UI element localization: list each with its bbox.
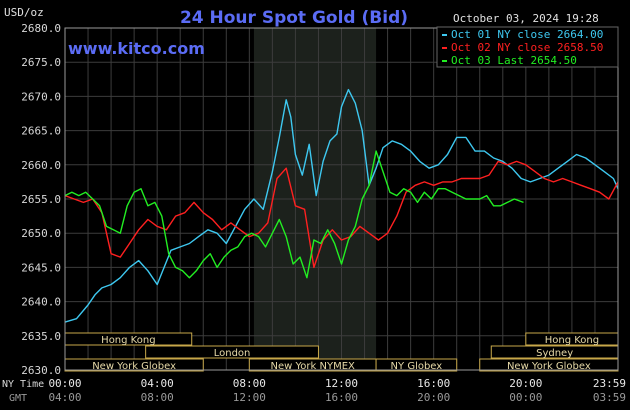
session-layer: Hong Kong London New York Globex New York N…	[64, 332, 619, 372]
y-tick-label: 2645.0	[21, 261, 61, 274]
y-tick-label: 2630.0	[21, 364, 61, 377]
series-line-oct-03	[64, 150, 524, 279]
axis-layer: 2680.0 2675.0 2670.0 2665.0 2660.0 2655.0 2650…	[2, 22, 626, 404]
x-tick-label-gmt: 03:59	[593, 391, 626, 404]
session-label: London	[214, 348, 251, 359]
legend-entry: Oct 02 NY close 2658.50	[451, 41, 603, 54]
chart-title: 24 Hour Spot Gold (Bid)	[180, 8, 408, 28]
x-tick-label-gmt: 04:00	[48, 391, 81, 404]
y-tick-label: 2680.0	[21, 22, 61, 35]
x-tick-label-ny: 16:00	[417, 377, 450, 390]
y-tick-label: 2650.0	[21, 227, 61, 240]
y-tick-label: 2655.0	[21, 193, 61, 206]
legend-entry: Oct 01 NY close 2664.00	[451, 28, 603, 41]
session-label: New York Globex	[507, 361, 591, 372]
y-tick-label: 2660.0	[21, 159, 61, 172]
x-tick-label-ny: 08:00	[233, 377, 266, 390]
x-tick-label-ny: 20:00	[509, 377, 542, 390]
unit-label: USD/oz	[4, 6, 44, 19]
session-label: Sydney	[536, 348, 573, 359]
legend-box	[436, 26, 619, 68]
x-tick-label-gmt: 20:00	[417, 391, 450, 404]
session-bar	[375, 358, 458, 372]
session-label: Hong Kong	[545, 335, 599, 346]
y-tick-label: 2635.0	[21, 330, 61, 343]
y-tick-label: 2670.0	[21, 90, 61, 103]
x-axis-label-gmt: GMT	[9, 393, 27, 404]
legend-swatch	[442, 47, 447, 49]
series-layer	[64, 88, 619, 323]
x-axis-label-ny: NY Time	[2, 379, 44, 390]
x-tick-label-ny: 00:00	[48, 377, 81, 390]
series-line-oct-01	[64, 88, 619, 323]
y-tick-label: 2675.0	[21, 56, 61, 69]
plot-border	[64, 27, 619, 371]
x-tick-label-ny: 23:59	[593, 377, 626, 390]
session-label: Hong Kong	[101, 335, 155, 346]
y-tick-label: 2640.0	[21, 296, 61, 309]
legend-entry: Oct 03 Last 2654.50	[451, 54, 577, 67]
session-label: New York Globex	[92, 361, 176, 372]
x-tick-label-gmt: 00:00	[509, 391, 542, 404]
session-bar	[145, 345, 319, 359]
legend-swatch	[442, 60, 447, 62]
x-tick-label-gmt: 16:00	[325, 391, 358, 404]
series-line-oct-02	[64, 160, 619, 269]
watermark: www.kitco.com	[68, 39, 205, 58]
timestamp: October 03, 2024 19:28	[453, 12, 599, 25]
x-tick-label-gmt: 12:00	[233, 391, 266, 404]
x-tick-label-ny: 12:00	[325, 377, 358, 390]
session-label: NY Globex	[391, 361, 443, 372]
legend-swatch	[442, 34, 447, 36]
session-label: New York NYMEX	[271, 361, 356, 372]
y-tick-label: 2665.0	[21, 125, 61, 138]
x-tick-label-ny: 04:00	[141, 377, 174, 390]
x-tick-label-gmt: 08:00	[141, 391, 174, 404]
